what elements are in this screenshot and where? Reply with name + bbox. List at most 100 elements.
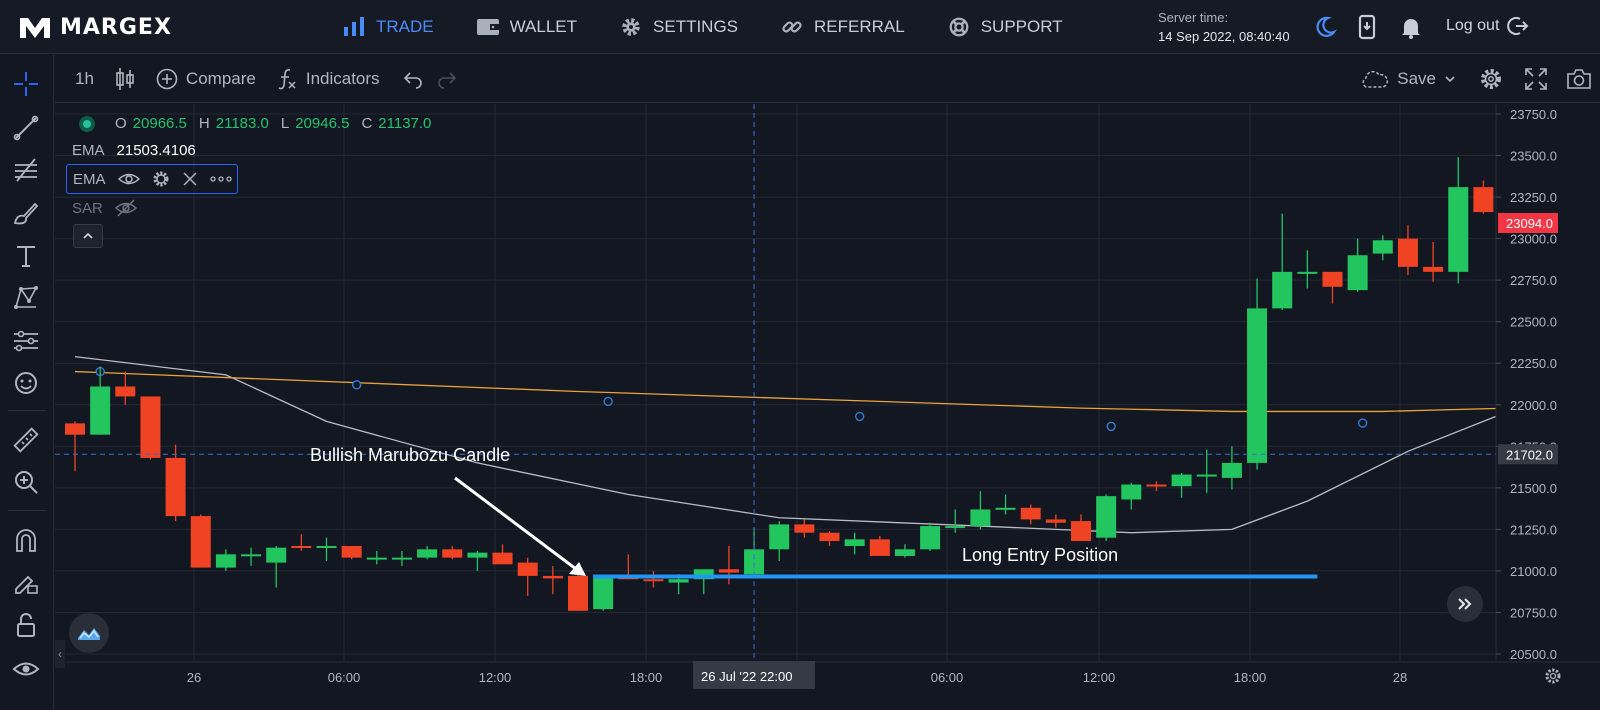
camera-icon[interactable]	[1566, 67, 1592, 91]
bullish-marubozu-annotation: Bullish Marubozu Candle	[310, 445, 510, 465]
save-button[interactable]: Save	[1359, 68, 1456, 90]
emoji-icon[interactable]	[11, 368, 41, 398]
gear-icon[interactable]	[1478, 66, 1504, 92]
nav-wallet-label: WALLET	[509, 17, 578, 36]
nav-wallet[interactable]: WALLET	[476, 16, 577, 38]
candle-body	[1448, 187, 1469, 272]
pattern-tool-icon[interactable]	[11, 283, 41, 313]
fib-tool-icon[interactable]	[11, 155, 41, 185]
candle-body	[970, 509, 991, 527]
unlock-icon[interactable]	[11, 610, 41, 640]
zoom-in-icon[interactable]	[11, 467, 41, 497]
close-icon[interactable]	[182, 171, 198, 187]
drawing-toolbar	[0, 55, 54, 710]
crosshair-price-tag	[1498, 444, 1558, 465]
ema-marker	[1357, 418, 1368, 428]
chart-logo-badge[interactable]	[69, 613, 109, 653]
candle-body	[1247, 308, 1268, 463]
candles-icon[interactable]	[114, 66, 136, 92]
more-icon[interactable]	[209, 175, 232, 183]
candle-body	[291, 546, 312, 548]
candle-body	[1397, 238, 1418, 267]
candle-body	[1071, 521, 1091, 542]
candle-body	[442, 549, 463, 558]
top-header: MARGEX TRADE WALLET SETTINGS REFERRAL SU…	[0, 0, 1600, 54]
logout-button[interactable]: Log out	[1446, 15, 1529, 37]
brand-logo[interactable]: MARGEX	[18, 10, 172, 44]
candle-body	[1322, 271, 1343, 287]
series-status-dot	[79, 115, 95, 132]
toolbar-divider	[8, 410, 46, 411]
sar-legend: SAR	[72, 199, 137, 217]
toolbar-toggle-handle[interactable]: ‹	[55, 640, 65, 668]
lock-drawing-icon[interactable]	[11, 567, 41, 597]
nav-referral[interactable]: REFERRAL	[780, 16, 905, 38]
ohlc-open: 20966.5	[132, 115, 187, 132]
candle-body	[190, 516, 211, 568]
interval-button[interactable]: 1h	[75, 69, 94, 89]
time-label: 18:00	[630, 670, 663, 685]
price-chart[interactable]: Bullish Marubozu Candle Long Entry Positi…	[55, 104, 1600, 710]
trend-line-icon[interactable]	[11, 113, 41, 143]
text-tool-icon[interactable]	[11, 241, 41, 271]
compare-label: Compare	[185, 68, 256, 88]
time-label: 28	[1393, 670, 1407, 685]
chart-bars-icon	[344, 17, 364, 36]
candle-body	[668, 579, 689, 583]
double-chevron-right-icon	[1458, 598, 1472, 610]
gear-icon[interactable]	[152, 170, 170, 188]
link-icon	[782, 21, 802, 33]
cloud-icon	[1362, 70, 1389, 88]
nav-settings[interactable]: SETTINGS	[619, 16, 738, 38]
sar-label: SAR	[72, 199, 103, 217]
compare-button[interactable]: Compare	[156, 68, 256, 90]
ohlc-legend: O 20966.5 H 21183.0 L 20946.5 C 21137.0	[79, 115, 437, 132]
nav-support-label: SUPPORT	[980, 17, 1063, 36]
scroll-to-realtime-button[interactable]	[1447, 586, 1483, 622]
moon-icon[interactable]	[1312, 14, 1338, 40]
bell-icon[interactable]	[1398, 14, 1424, 40]
ema-label: EMA	[72, 142, 105, 159]
logout-label: Log out	[1446, 17, 1500, 34]
function-icon	[278, 68, 296, 89]
prediction-tool-icon[interactable]	[11, 326, 41, 356]
eye-hidden-icon[interactable]	[114, 199, 137, 217]
nav-support[interactable]: SUPPORT	[947, 16, 1063, 38]
candle-body	[241, 554, 262, 557]
crosshair-icon[interactable]	[11, 69, 41, 99]
time-label: 06:00	[931, 670, 964, 685]
nav-referral-label: REFERRAL	[814, 17, 905, 36]
candle-body	[1020, 507, 1041, 520]
ema-indicator-controls: EMA	[66, 164, 238, 194]
candle-body	[1196, 474, 1217, 477]
crosshair-time-tag	[693, 661, 816, 689]
price-label: 23750.0	[1510, 107, 1557, 122]
undo-icon[interactable]	[402, 69, 424, 89]
lifebuoy-icon	[949, 17, 969, 37]
server-time-label: Server time:	[1158, 10, 1229, 25]
candle-body	[1221, 462, 1242, 478]
eye-icon[interactable]	[11, 654, 41, 684]
axis-settings-icon	[1545, 668, 1561, 684]
candle-body	[744, 549, 765, 575]
price-label: 20750.0	[1510, 605, 1557, 620]
annotation-arrow	[454, 476, 581, 574]
mobile-app-icon[interactable]	[1354, 14, 1380, 40]
fullscreen-icon[interactable]	[1524, 67, 1548, 91]
price-label: 23000.0	[1510, 232, 1557, 247]
legend-collapse-button[interactable]	[73, 224, 103, 248]
candle-body	[1297, 271, 1318, 274]
nav-trade[interactable]: TRADE	[342, 16, 434, 38]
brush-icon[interactable]	[11, 198, 41, 228]
chart-canvas[interactable]: Bullish Marubozu Candle Long Entry Positi…	[55, 104, 1600, 710]
price-label: 20500.0	[1510, 647, 1557, 662]
indicators-button[interactable]: Indicators	[276, 67, 380, 91]
redo-icon[interactable]	[436, 69, 458, 89]
eye-icon[interactable]	[117, 171, 140, 187]
magnet-icon[interactable]	[11, 525, 41, 555]
indicators-label: Indicators	[305, 68, 380, 88]
candle-body	[1146, 484, 1167, 487]
chart-toolbar: 1h Compare Indicators Save	[55, 55, 1600, 103]
ruler-icon[interactable]	[11, 425, 41, 455]
candle-body	[718, 569, 739, 573]
